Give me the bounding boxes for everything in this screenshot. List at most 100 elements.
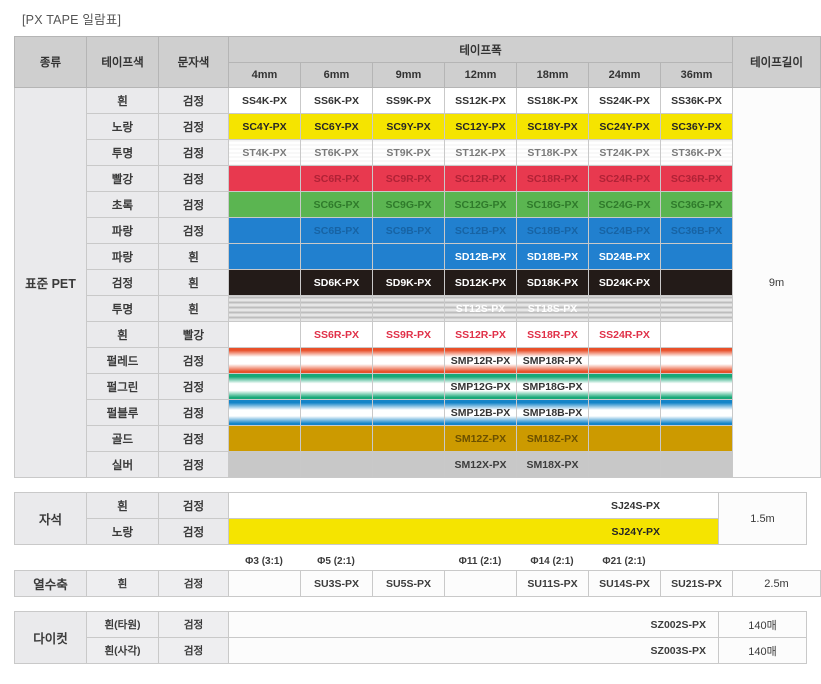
text-color-cell: 검정 bbox=[158, 399, 229, 426]
product-code-cell: SM18X-PX bbox=[516, 451, 589, 478]
tape-color-cell: 검정 bbox=[86, 269, 159, 296]
header-width-24mm: 24mm bbox=[588, 62, 661, 88]
product-code-cell: SC24R-PX bbox=[588, 165, 661, 192]
product-code-cell bbox=[444, 570, 517, 597]
product-code-cell: SC12R-PX bbox=[444, 165, 517, 192]
product-code-cell: SZ002S-PX bbox=[228, 611, 719, 638]
diameter-label-1: Φ5 (2:1) bbox=[317, 556, 355, 567]
tape-color-cell: 펄그린 bbox=[86, 373, 159, 400]
table-row: 흰(사각) 검정 SZ003S-PX 140매 bbox=[15, 637, 807, 664]
product-code-cell: ST9K-PX bbox=[372, 139, 445, 166]
product-code-cell: SS18R-PX bbox=[516, 321, 589, 348]
product-code-cell: SM12X-PX bbox=[444, 451, 517, 478]
product-code-cell: SJ24Y-PX bbox=[228, 518, 719, 545]
product-code-cell: SD12B-PX bbox=[444, 243, 517, 270]
product-code-cell: SS24R-PX bbox=[588, 321, 661, 348]
tape-length-value: 1.5m bbox=[718, 492, 807, 545]
product-code-cell: ST12K-PX bbox=[444, 139, 517, 166]
text-color-cell: 검정 bbox=[158, 165, 229, 192]
table-header-row-2: 4mm 6mm 9mm 12mm 18mm 24mm 36mm bbox=[15, 62, 821, 88]
product-code-cell: SS6K-PX bbox=[300, 87, 373, 114]
tape-color-cell: 투명 bbox=[86, 139, 159, 166]
product-code-cell: SS24K-PX bbox=[588, 87, 661, 114]
product-code-cell: SMP18B-PX bbox=[516, 399, 589, 426]
product-code-cell: SS4K-PX bbox=[228, 87, 301, 114]
standard-pet-table: 종류 테이프색 문자색 테이프폭 테이프길이 4mm 6mm 9mm 12mm 18mm… bbox=[14, 36, 821, 478]
product-code-cell bbox=[659, 295, 734, 322]
product-code-cell: SJ24S-PX bbox=[228, 492, 719, 519]
text-color-cell: 검정 bbox=[158, 570, 229, 597]
product-code-cell: SC24Y-PX bbox=[588, 113, 661, 140]
product-code-cell bbox=[300, 295, 373, 322]
product-code-cell: SZ003S-PX bbox=[228, 637, 719, 664]
product-code-cell: SC6Y-PX bbox=[300, 113, 373, 140]
product-code-cell bbox=[228, 570, 301, 597]
diameter-label-5: Φ21 (2:1) bbox=[602, 556, 646, 567]
product-code-cell: SC9G-PX bbox=[372, 191, 445, 218]
product-code-cell: SS18K-PX bbox=[516, 87, 589, 114]
product-code-cell bbox=[228, 217, 301, 244]
text-color-cell: 검정 bbox=[158, 518, 229, 545]
product-code-cell bbox=[659, 321, 734, 348]
text-color-cell: 검정 bbox=[158, 611, 229, 638]
page-title: [PX TAPE 일람표] bbox=[22, 13, 122, 27]
table-row: 자석 흰 검정 SJ24S-PX 1.5m bbox=[14, 492, 807, 545]
text-color-cell: 흰 bbox=[158, 243, 229, 270]
category-die-cut: 다이컷 bbox=[14, 611, 87, 664]
table-row: 빨강 검정 SC6R-PX SC9R-PX SC12R-PX SC18R-PX SC24R-… bbox=[15, 165, 821, 192]
product-code-cell bbox=[659, 243, 734, 270]
product-code-cell bbox=[659, 347, 734, 374]
table-row: 실버 검정 SM12X-PX SM18X-PX bbox=[15, 451, 821, 478]
product-code-cell bbox=[659, 451, 734, 478]
table-row: 다이컷 흰(타원) 검정 SZ002S-PX 140매 bbox=[14, 611, 807, 664]
text-color-cell: 검정 bbox=[158, 191, 229, 218]
table-row: 펄블루 검정 SMP12B-PX SMP18B-PX bbox=[15, 399, 821, 426]
header-tape-width: 테이프폭 bbox=[227, 36, 734, 63]
header-width-18mm: 18mm bbox=[516, 62, 589, 88]
product-code-cell: SD18B-PX bbox=[516, 243, 589, 270]
product-code-cell bbox=[372, 295, 445, 322]
product-code-cell bbox=[228, 269, 301, 296]
diameter-spacer bbox=[14, 553, 86, 570]
product-code-cell: SS36K-PX bbox=[659, 87, 734, 114]
product-code-cell: SC24B-PX bbox=[588, 217, 661, 244]
diameter-spacer-end2 bbox=[732, 553, 820, 570]
product-code-cell: SS12K-PX bbox=[444, 87, 517, 114]
product-code-cell: SC9Y-PX bbox=[372, 113, 445, 140]
table-row: 초록 검정 SC6G-PX SC9G-PX SC12G-PX SC18G-PX SC24G-… bbox=[15, 191, 821, 218]
product-code-cell bbox=[228, 321, 301, 348]
tape-color-cell: 흰(사각) bbox=[86, 637, 159, 664]
text-color-cell: 검정 bbox=[158, 637, 229, 664]
product-code-cell: SU21S-PX bbox=[660, 570, 733, 597]
text-color-cell: 검정 bbox=[158, 217, 229, 244]
die-cut-table: 다이컷 흰(타원) 검정 SZ002S-PX 140매 흰(사각) 검정 SZ003S-PX 1… bbox=[14, 611, 807, 664]
product-code-cell: SC18R-PX bbox=[516, 165, 589, 192]
tape-color-cell: 펄블루 bbox=[86, 399, 159, 426]
header-width-6mm: 6mm bbox=[300, 62, 373, 88]
diameter-row: Φ3 (3:1) Φ5 (2:1) Φ11 (2:1) Φ14 (2:1) Φ21 (2… bbox=[14, 553, 820, 570]
text-color-cell: 흰 bbox=[158, 295, 229, 322]
tape-color-cell: 흰(타원) bbox=[86, 611, 159, 638]
table-gap-1 bbox=[14, 478, 807, 492]
product-code-cell: SC18B-PX bbox=[516, 217, 589, 244]
product-code-cell: ST36K-PX bbox=[659, 139, 734, 166]
header-width-9mm: 9mm bbox=[372, 62, 445, 88]
product-code-cell bbox=[372, 373, 445, 400]
product-code-cell: SS6R-PX bbox=[300, 321, 373, 348]
product-code-cell bbox=[372, 347, 445, 374]
product-code-cell bbox=[228, 451, 301, 478]
product-code-cell: SD12K-PX bbox=[444, 269, 517, 296]
text-color-cell: 검정 bbox=[158, 451, 229, 478]
product-code-cell bbox=[300, 243, 373, 270]
product-code-cell bbox=[372, 451, 445, 478]
magnet-table: 자석 흰 검정 SJ24S-PX 1.5m 노랑 검정 SJ24Y-PX bbox=[14, 492, 807, 545]
product-code-cell: ST4K-PX bbox=[228, 139, 301, 166]
product-code-cell: SC12B-PX bbox=[444, 217, 517, 244]
table-header-row-1: 종류 테이프색 문자색 테이프폭 테이프길이 bbox=[14, 36, 821, 88]
product-code-cell bbox=[372, 399, 445, 426]
product-code-cell: SD18K-PX bbox=[516, 269, 589, 296]
product-code-cell bbox=[228, 191, 301, 218]
product-code-cell bbox=[228, 373, 301, 400]
product-code-cell: SC24G-PX bbox=[588, 191, 661, 218]
